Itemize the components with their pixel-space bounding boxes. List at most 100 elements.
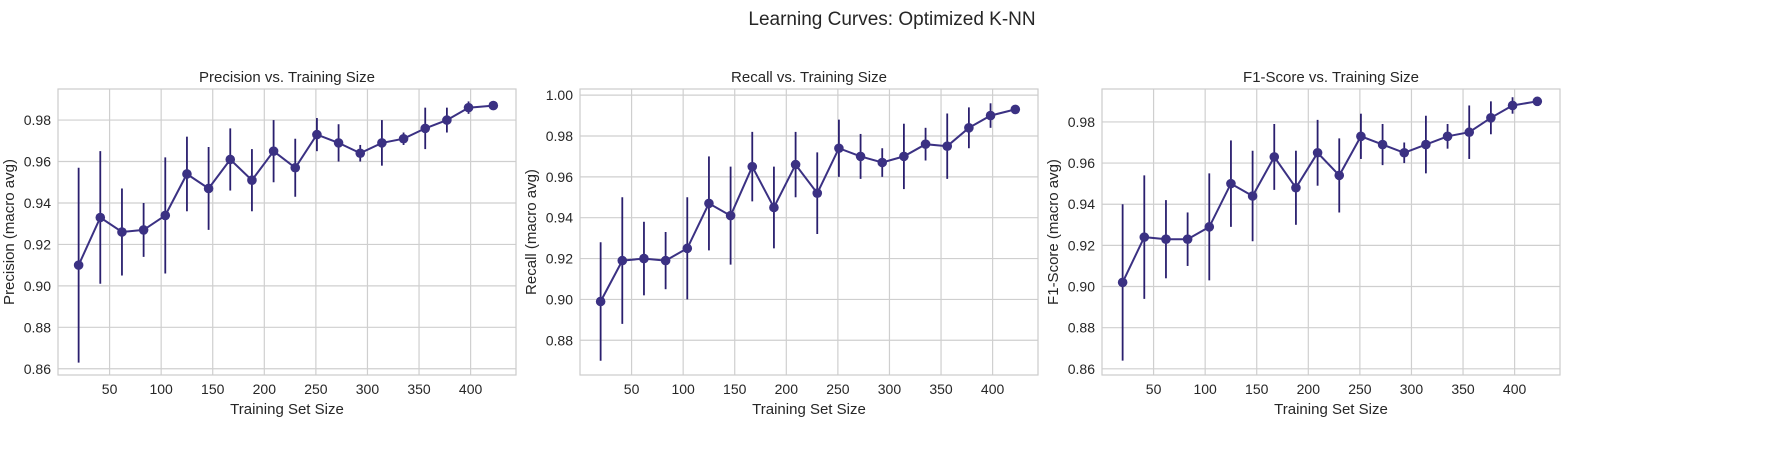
data-point	[1139, 232, 1150, 242]
x-tick-label: 400	[1503, 381, 1527, 397]
chart-panel-3: 50 100 150 200 250 300 350 400 0.86 0.88 0.90 0.92 0…	[1045, 69, 1561, 418]
data-point	[985, 110, 996, 121]
data-point	[682, 243, 693, 254]
x-tick-label: 200	[775, 381, 799, 397]
x-tick-label: 100	[671, 381, 695, 397]
data-point	[182, 169, 192, 179]
x-axis-label: Training Set Size	[752, 401, 866, 418]
x-tick-label: 100	[149, 381, 173, 397]
data-point	[595, 296, 606, 307]
plot-frame	[1101, 88, 1561, 376]
data-point	[138, 225, 149, 235]
data-point	[1464, 127, 1475, 138]
data-point	[899, 151, 909, 162]
plot-frame	[57, 88, 517, 376]
plot-area	[580, 89, 1038, 375]
y-tick-label: 0.92	[24, 236, 51, 252]
y-tick-label: 0.90	[546, 291, 573, 307]
data-point	[1486, 113, 1496, 123]
y-axis-label: F1-Score (macro avg)	[1045, 159, 1062, 305]
data-point	[964, 123, 974, 133]
data-point	[747, 161, 758, 172]
x-tick-label: 50	[624, 381, 640, 397]
data-point	[1226, 178, 1236, 189]
x-tick-label: 300	[878, 381, 902, 397]
x-axis-label: Training Set Size	[230, 401, 344, 418]
y-tick-label: 0.92	[1068, 237, 1095, 253]
data-point	[1247, 191, 1258, 201]
y-tick-label: 0.96	[24, 154, 51, 170]
y-axis-label: Precision (macro avg)	[1, 159, 18, 305]
data-point	[920, 139, 931, 149]
data-point	[1312, 147, 1323, 158]
x-tick-label: 50	[1146, 381, 1162, 397]
data-point	[488, 100, 499, 111]
y-axis-label: Recall (macro avg)	[523, 169, 540, 295]
data-point	[704, 198, 714, 209]
data-point	[95, 212, 106, 223]
y-tick-label: 0.98	[1068, 114, 1095, 130]
data-point	[769, 202, 779, 213]
x-tick-label: 150	[723, 381, 747, 397]
data-point	[1377, 139, 1388, 150]
data-point	[660, 255, 671, 266]
data-point	[160, 210, 171, 221]
y-tick-label: 1.00	[546, 87, 573, 103]
x-tick-label: 250	[826, 381, 850, 397]
y-tick-label: 0.96	[546, 169, 573, 185]
data-point	[790, 159, 801, 170]
data-point	[1291, 182, 1301, 193]
data-point	[812, 188, 823, 198]
data-point	[855, 151, 866, 162]
data-point	[1356, 131, 1366, 142]
data-point	[1421, 139, 1431, 150]
data-point	[117, 227, 127, 237]
data-point	[398, 133, 409, 144]
x-tick-label: 300	[356, 381, 380, 397]
plot-frame	[579, 88, 1039, 376]
x-tick-label: 200	[1297, 381, 1321, 397]
y-tick-label: 0.96	[1068, 155, 1095, 171]
data-point	[834, 143, 844, 154]
chart-panel-1: 50 100 150 200 250 300 350 400 0.86 0.88 0.90 0.92 0…	[1, 69, 517, 418]
x-tick-label: 250	[1348, 381, 1372, 397]
chart-panels: 50 100 150 200 250 300 350 400 0.86 0.88 0.90 0.92 0…	[1, 69, 1561, 418]
x-tick-label: 400	[981, 381, 1005, 397]
x-tick-label: 350	[407, 381, 431, 397]
data-point	[1532, 96, 1543, 107]
y-tick-label: 0.86	[1068, 361, 1095, 377]
x-tick-label: 100	[1193, 381, 1217, 397]
data-point	[203, 183, 214, 194]
x-tick-label: 300	[1400, 381, 1424, 397]
x-tick-label: 200	[253, 381, 277, 397]
data-point	[942, 141, 953, 151]
data-point	[225, 154, 236, 165]
data-point	[1204, 222, 1215, 232]
y-tick-label: 0.90	[24, 278, 51, 294]
y-tick-label: 0.86	[24, 361, 51, 377]
data-point	[1399, 147, 1410, 158]
data-point	[617, 255, 628, 266]
y-tick-label: 0.94	[546, 210, 573, 226]
data-point	[877, 157, 888, 168]
x-tick-label: 400	[459, 381, 483, 397]
data-point	[377, 138, 387, 148]
data-point	[725, 210, 736, 221]
x-tick-label: 350	[1451, 381, 1475, 397]
y-tick-label: 0.88	[24, 319, 51, 335]
figure-title: Learning Curves: Optimized K-NN	[748, 9, 1035, 30]
data-point	[290, 162, 301, 173]
chart-title: Precision vs. Training Size	[199, 69, 375, 86]
y-tick-label: 0.94	[1068, 196, 1095, 212]
data-point	[1161, 234, 1171, 245]
y-tick-label: 0.98	[24, 112, 51, 128]
y-tick-label: 0.88	[1068, 320, 1095, 336]
y-tick-label: 0.90	[1068, 279, 1095, 295]
x-tick-label: 150	[1245, 381, 1269, 397]
chart-title: Recall vs. Training Size	[731, 69, 887, 86]
y-tick-label: 0.88	[546, 332, 573, 348]
x-tick-label: 350	[929, 381, 953, 397]
data-point	[1117, 277, 1128, 288]
chart-panel-2: 50 100 150 200 250 300 350 400 0.88 0.90 0.92 0.94 0…	[523, 69, 1039, 418]
